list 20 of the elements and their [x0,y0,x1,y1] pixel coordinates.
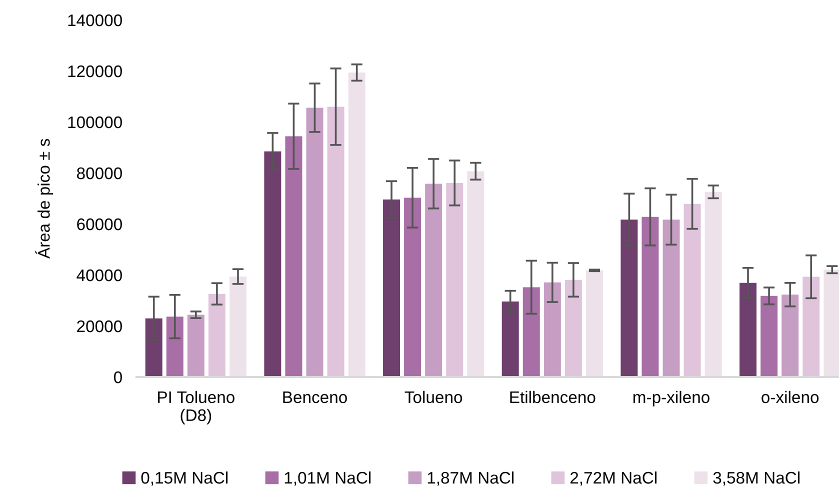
y-tick-label: 0 [114,371,122,384]
x-tick-label: PI Tolueno (D8) [158,390,234,424]
y-tick-label: 20000 [77,320,122,332]
legend-label: 3,58M NaCl [713,471,800,486]
x-tick-label: m-p-xileno [633,390,710,406]
y-tick-label: 100000 [68,116,122,128]
y-tick-label: 120000 [68,65,122,78]
y-tick-label: 40000 [76,269,122,282]
legend-label: 1,87M NaCl [428,471,514,486]
legend-label: 2,72M NaCl [570,471,656,486]
x-tick-label: Tolueno [404,390,462,404]
y-tick-label: 140000 [68,14,122,26]
y-tick-label: 60000 [77,218,122,230]
y-axis-title: Área de pico ± s [35,138,54,259]
x-tick-label: o-xileno [762,390,819,404]
x-tick-label: Etilbenceno [510,390,596,404]
y-tick-label: 80000 [76,167,122,180]
legend-label: 1,01M NaCl [284,471,371,486]
legend-label: 0,15M NaCl [141,471,228,486]
x-tick-label: Benceno [283,392,347,404]
